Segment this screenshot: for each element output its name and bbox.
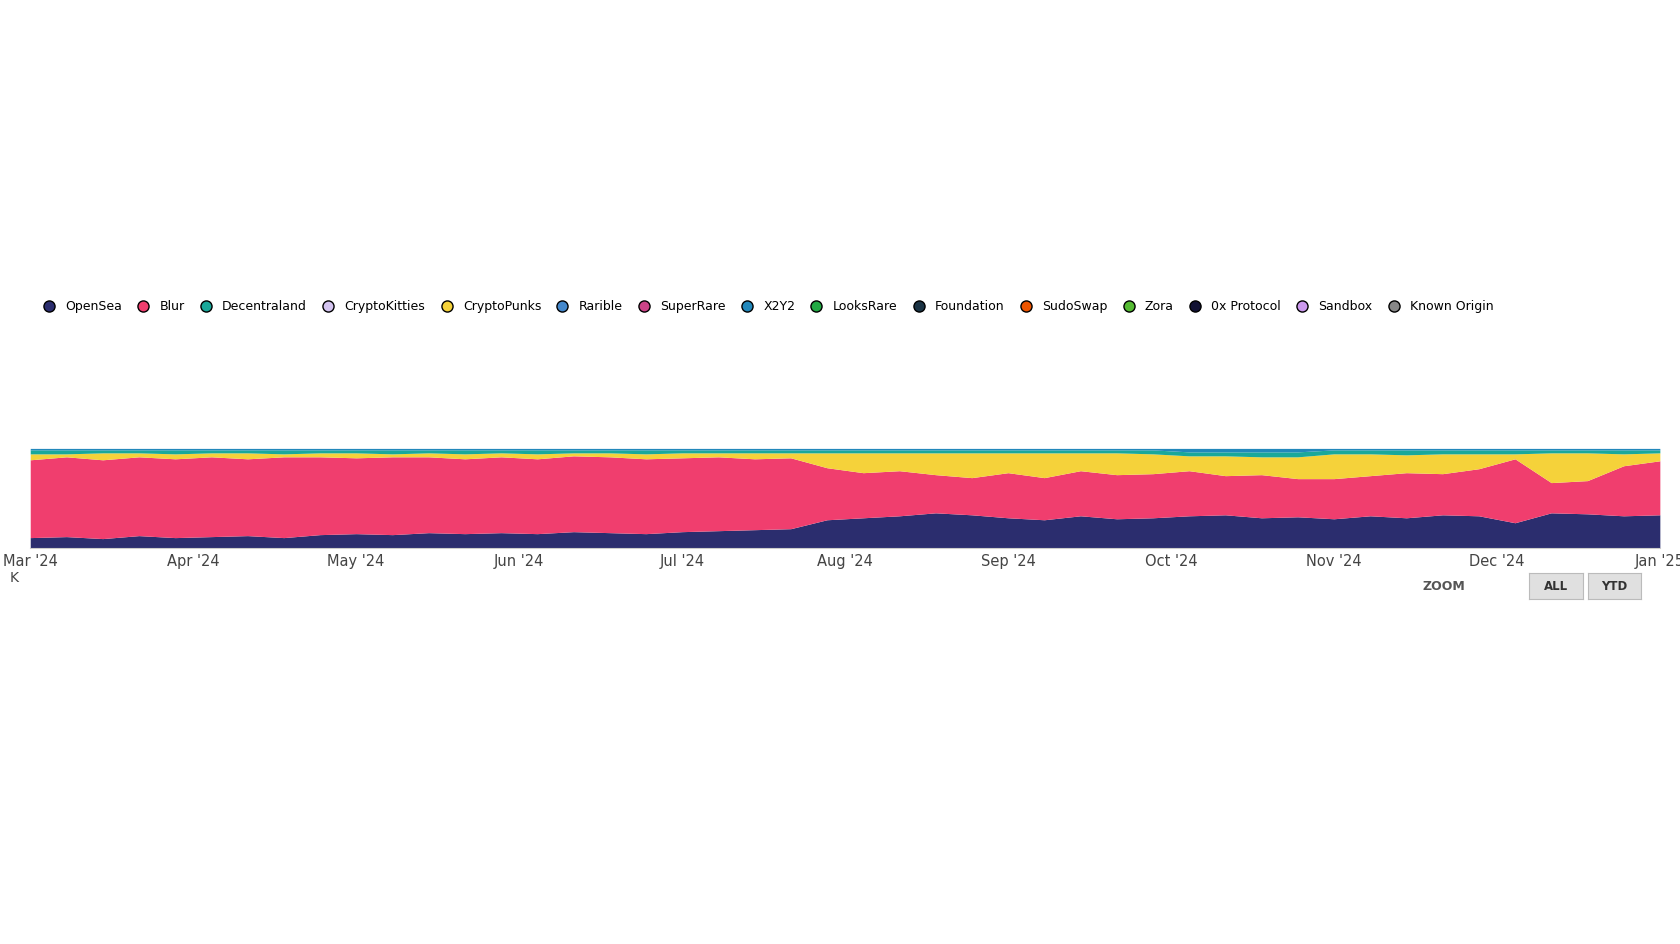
Legend: OpenSea, Blur, Decentraland, CryptoKitties, CryptoPunks, Rarible, SuperRare, X2Y: OpenSea, Blur, Decentraland, CryptoKitti… xyxy=(37,300,1494,313)
Text: ALL: ALL xyxy=(1544,580,1567,593)
Text: YTD: YTD xyxy=(1601,580,1628,593)
Text: K: K xyxy=(10,571,18,585)
Text: ZOOM: ZOOM xyxy=(1423,580,1465,593)
